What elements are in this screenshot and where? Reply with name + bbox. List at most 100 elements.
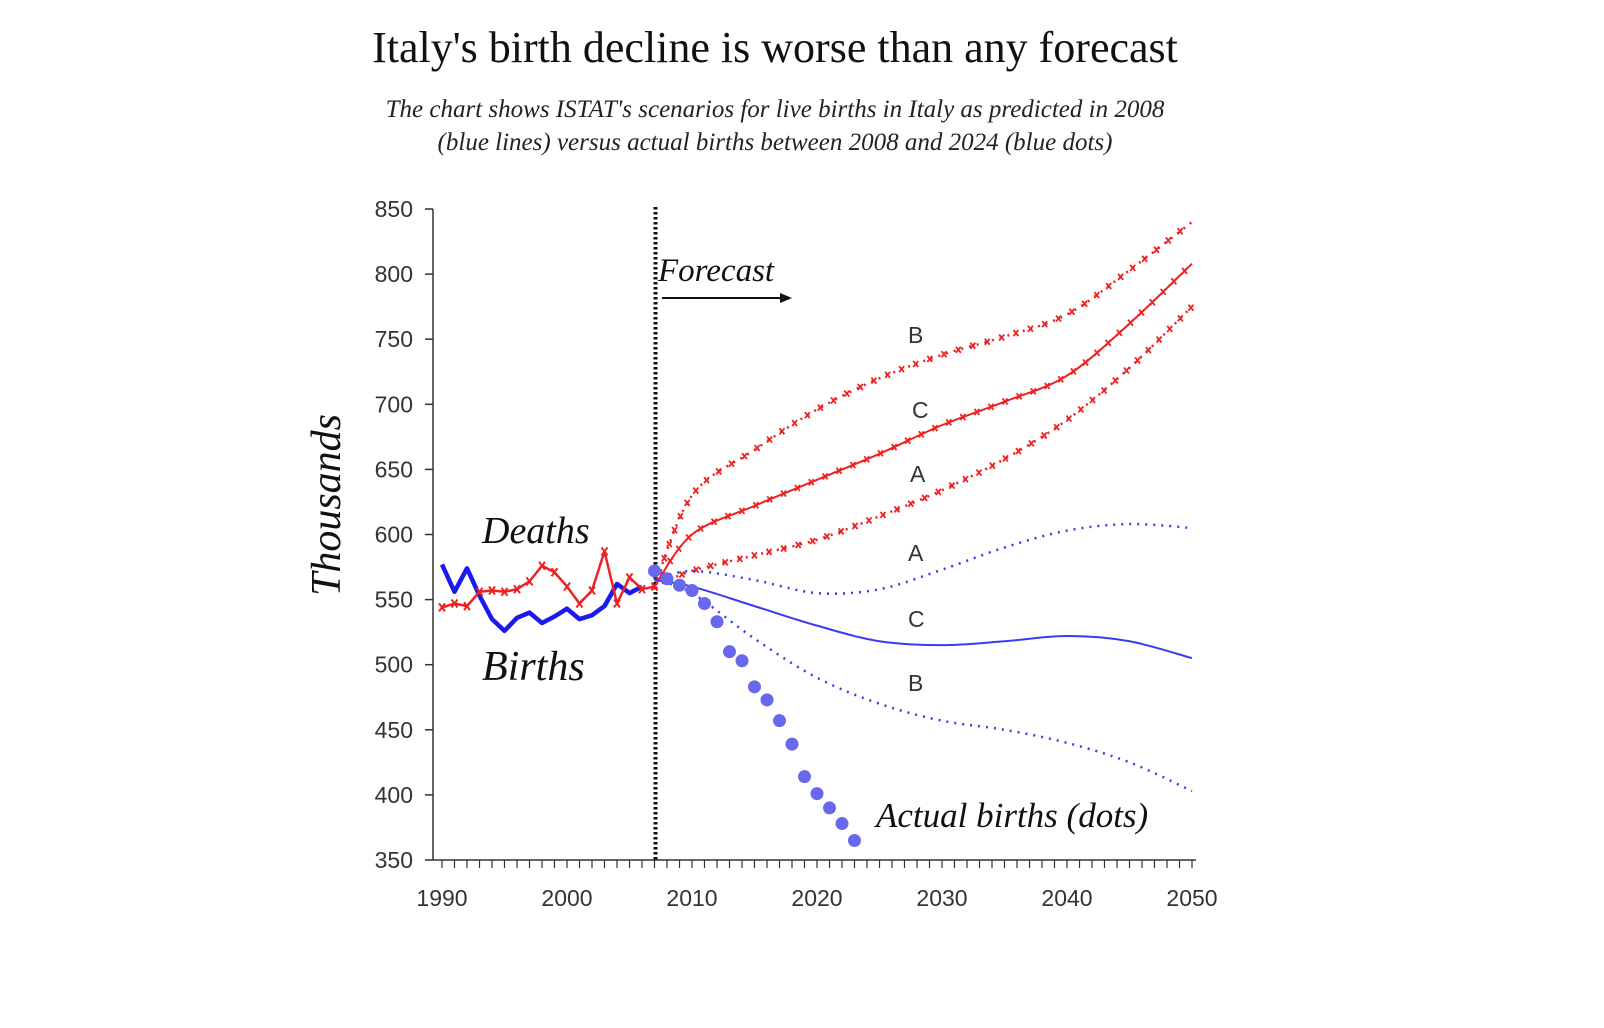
deaths-scenario-b-marker (912, 360, 919, 368)
deaths-scenario-c-marker (697, 524, 704, 533)
deaths-scenario-b-marker (1165, 236, 1172, 245)
births-scenario-b-line (654, 578, 1193, 793)
deaths-scenario-b-marker (969, 342, 977, 350)
x-tick-label: 1990 (416, 885, 467, 911)
deaths-scenario-c-marker (724, 512, 732, 520)
deaths-scenario-c-marker (987, 403, 995, 411)
deaths-scenario-b-marker (715, 467, 722, 475)
y-tick-label: 800 (375, 261, 413, 287)
deaths-scenario-a-line (654, 305, 1193, 588)
deaths-scenario-a-marker (751, 551, 758, 559)
deaths-scenario-c-marker (1030, 387, 1037, 395)
deaths-marker (488, 585, 496, 596)
actual-birth-dot (835, 817, 849, 831)
deaths-scenario-b-marker (817, 404, 824, 412)
scenario-label-births-a: A (908, 540, 924, 566)
deaths-scenario-a-marker (1166, 325, 1173, 333)
deaths-annotation: Deaths (481, 510, 590, 552)
y-tick-label: 650 (375, 456, 413, 482)
deaths-scenario-c-marker (1105, 339, 1112, 347)
deaths-scenario-c-marker (1170, 277, 1178, 285)
deaths-scenario-a-marker (948, 482, 956, 490)
deaths-scenario-c-marker (1127, 319, 1134, 327)
deaths-scenario-c-marker (794, 484, 801, 492)
x-tick-label: 2000 (541, 885, 592, 911)
actual-birth-dot (648, 564, 661, 578)
y-tick-label: 450 (375, 717, 413, 743)
deaths-scenario-a-marker (893, 505, 901, 513)
actual-birth-dot (748, 680, 761, 694)
actual-birth-dot (848, 833, 861, 847)
deaths-scenario-a-marker (765, 548, 773, 556)
actual-birth-dot (710, 615, 724, 629)
actual-birth-dot (823, 801, 836, 815)
deaths-marker (525, 576, 534, 586)
deaths-scenario-c-marker (1082, 358, 1089, 366)
deaths-scenario-a-marker (1028, 439, 1035, 447)
deaths-marker (438, 602, 446, 613)
deaths-scenario-c-marker (973, 408, 981, 416)
scenario-label-deaths-b: B (908, 322, 923, 348)
deaths-scenario-a-marker (1089, 396, 1096, 404)
actual-birth-dot (673, 578, 686, 592)
deaths-scenario-a-marker (962, 475, 969, 483)
x-tick-label: 2040 (1041, 885, 1092, 911)
y-tick-label: 850 (375, 196, 413, 222)
deaths-scenario-a-marker (651, 583, 658, 591)
deaths-scenario-a-marker (1002, 454, 1009, 463)
deaths-scenario-b-marker (666, 540, 673, 548)
actual-birth-dot (785, 737, 799, 751)
deaths-scenario-c-marker (849, 461, 857, 469)
deaths-scenario-c-marker (821, 472, 829, 481)
deaths-scenario-b-marker (898, 365, 905, 373)
deaths-scenario-a-marker (907, 500, 914, 508)
y-tick-label: 400 (375, 782, 413, 808)
deaths-scenario-b-marker (998, 333, 1005, 342)
deaths-scenario-c-marker (780, 490, 787, 498)
deaths-scenario-a-marker (1015, 447, 1022, 455)
deaths-marker (613, 598, 621, 609)
deaths-scenario-b-marker (1153, 246, 1160, 254)
deaths-marker (450, 598, 459, 609)
deaths-scenario-c-marker (1093, 349, 1101, 357)
deaths-scenario-a-marker (1177, 314, 1184, 322)
x-tick-label: 2050 (1166, 885, 1217, 911)
deaths-scenario-c-marker (890, 443, 898, 451)
deaths-marker (575, 598, 584, 609)
deaths-scenario-a-marker (921, 494, 928, 502)
chart-subtitle-line-1: The chart shows ISTAT's scenarios for li… (385, 96, 1165, 123)
deaths-scenario-a-marker (1100, 386, 1108, 394)
births-annotation: Births (482, 644, 585, 690)
deaths-scenario-b-marker (692, 487, 700, 495)
scenario-label-births-b: B (908, 670, 923, 696)
deaths-scenario-b-marker (661, 554, 668, 562)
deaths-scenario-c-marker (1181, 267, 1188, 275)
chart-title: Italy's birth decline is worse than any … (372, 23, 1178, 72)
deaths-scenario-c-marker (1116, 329, 1123, 337)
deaths-scenario-b-marker (1012, 329, 1020, 337)
scenario-label-births-c: C (908, 606, 925, 632)
deaths-scenario-c-marker (666, 557, 674, 565)
deaths-scenario-c-marker (1044, 382, 1051, 390)
deaths-scenario-a-marker (837, 527, 845, 535)
actual-birth-dot (760, 693, 774, 707)
scenario-label-deaths-c: C (912, 397, 929, 423)
deaths-scenario-b-marker (955, 346, 962, 354)
actual-births-annotation: Actual births (dots) (874, 796, 1148, 835)
deaths-scenario-c-marker (918, 430, 925, 438)
deaths-scenario-b-marker (1041, 320, 1048, 328)
deaths-scenario-b-marker (703, 476, 710, 484)
actual-birth-dot (698, 597, 711, 611)
deaths-scenario-c-marker (877, 449, 884, 457)
deaths-marker (625, 572, 634, 583)
deaths-scenario-b-marker (870, 377, 878, 385)
deaths-scenario-c-marker (904, 437, 911, 445)
deaths-scenario-b-marker (1081, 300, 1088, 308)
deaths-scenario-a-marker (809, 537, 816, 545)
deaths-scenario-c-marker (1057, 375, 1064, 383)
deaths-scenario-a-marker (989, 462, 996, 470)
deaths-scenario-c-marker (675, 545, 682, 553)
deaths-scenario-a-marker (707, 562, 714, 570)
deaths-scenario-c-marker (1015, 392, 1023, 400)
deaths-scenario-b-marker (804, 411, 811, 419)
